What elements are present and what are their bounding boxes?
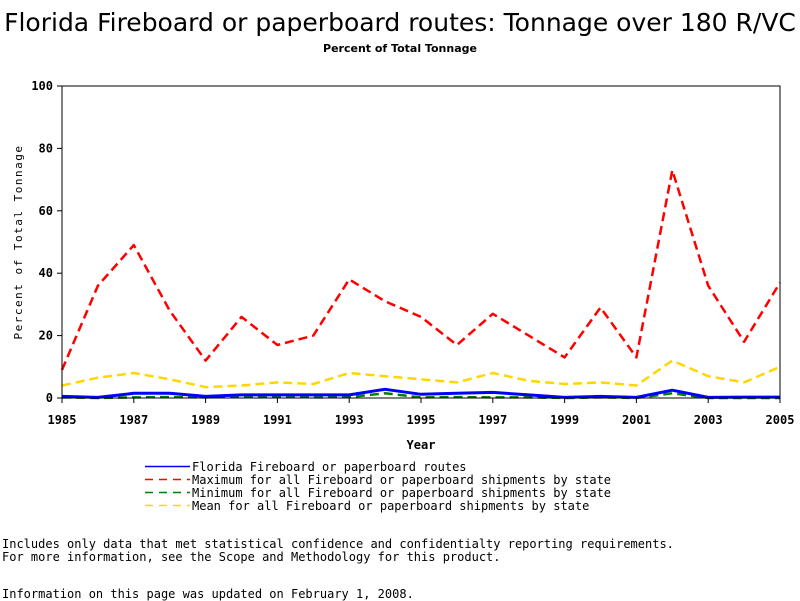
y-axis-label: Percent of Total Tonnage	[12, 145, 25, 340]
y-tick-label: 40	[39, 266, 53, 280]
y-tick-label: 100	[31, 79, 53, 93]
chart-subtitle: Percent of Total Tonnage	[323, 42, 477, 55]
legend-label: Mean for all Fireboard or paperboard shi…	[192, 498, 590, 513]
confidence-note: Includes only data that met statistical …	[2, 537, 674, 551]
legend-item: Florida Fireboard or paperboard routes	[145, 459, 611, 474]
y-tick-label: 20	[39, 329, 53, 343]
chart-title: Florida Fireboard or paperboard routes: …	[4, 8, 796, 37]
x-tick-label: 2005	[766, 413, 795, 427]
legend-label: Maximum for all Fireboard or paperboard …	[192, 472, 612, 487]
chart-legend: Florida Fireboard or paperboard routes M…	[145, 459, 612, 513]
legend-item: Mean for all Fireboard or paperboard shi…	[145, 498, 611, 513]
legend-item: Minimum for all Fireboard or paperboard …	[145, 485, 612, 500]
series-line	[61, 392, 780, 400]
x-tick-label: 1993	[335, 413, 364, 427]
x-axis-label: Year	[407, 438, 436, 452]
x-tick-label: 1989	[191, 413, 220, 427]
updated-note: Information on this page was updated on …	[2, 587, 414, 601]
x-tick-label: 1999	[550, 413, 579, 427]
plot-series	[60, 168, 782, 400]
legend-label: Minimum for all Fireboard or paperboard …	[192, 485, 612, 500]
x-tick-label: 1987	[119, 413, 148, 427]
legend-swatch	[145, 478, 190, 481]
legend-swatch	[145, 504, 190, 507]
series-line	[60, 168, 782, 371]
y-tick-label: 60	[39, 204, 53, 218]
x-tick-label: 1997	[478, 413, 507, 427]
x-tick-label: 2001	[622, 413, 651, 427]
axis-ticks: 1985 1987 1989 1991 1993 1995 1997 1999 2001 2003…	[31, 79, 794, 427]
series-line	[61, 387, 780, 399]
x-tick-label: 2003	[694, 413, 723, 427]
legend-item: Maximum for all Fireboard or paperboard …	[145, 472, 612, 487]
legend-swatch	[145, 491, 190, 494]
x-tick-label: 1991	[263, 413, 292, 427]
y-tick-label: 80	[39, 141, 53, 155]
methodology-note: For more information, see the Scope and …	[2, 550, 501, 564]
legend-swatch	[145, 465, 190, 468]
series-line	[61, 359, 781, 389]
legend-label: Florida Fireboard or paperboard routes	[192, 459, 467, 474]
x-tick-label: 1985	[48, 413, 77, 427]
x-tick-label: 1995	[407, 413, 436, 427]
y-tick-label: 0	[46, 391, 53, 405]
plot-frame	[61, 85, 781, 399]
